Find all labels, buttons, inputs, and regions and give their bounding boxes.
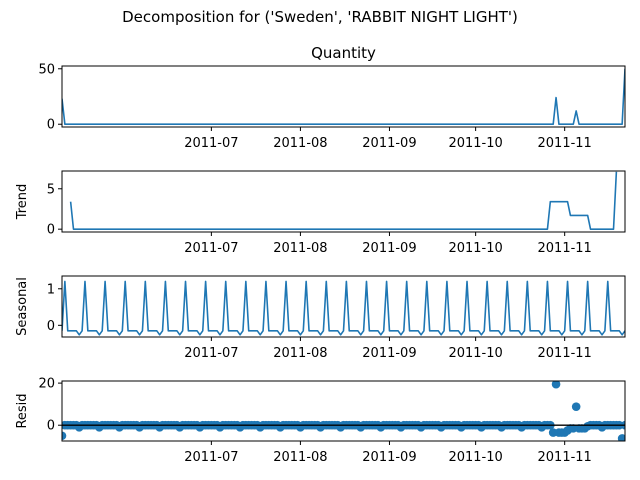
resid-xtick-label: 2011-09	[362, 450, 416, 465]
seasonal-ytick-label: 1	[47, 282, 55, 297]
seasonal-ylabel: Seasonal	[15, 277, 30, 336]
quantity-series-line	[62, 68, 625, 126]
quantity-panel: 0 50 2011-07 2011-08 2011-09 2011-10 2011-11 Qu…	[38, 44, 626, 151]
figure-suptitle: Decomposition for ('Sweden', 'RABBIT NIG…	[122, 8, 518, 26]
trend-ylabel: Trend	[15, 184, 30, 221]
resid-point	[617, 434, 625, 441]
seasonal-ytick-label: 0	[47, 319, 55, 334]
seasonal-panel: 0 1 2011-07 2011-08 2011-09 2011-10 2011-11 Sea…	[15, 275, 626, 361]
resid-panel: 0 20 2011-07 2011-08 2011-09 2011-10 2011-11 Re…	[15, 377, 626, 465]
quantity-ytick-label: 50	[38, 62, 55, 77]
seasonal-axes-frame	[61, 275, 626, 338]
resid-point	[62, 431, 67, 441]
trend-xtick-label: 2011-08	[273, 241, 327, 256]
quantity-ytick-label: 0	[47, 118, 55, 133]
trend-xtick-label: 2011-07	[184, 241, 238, 256]
quantity-xtick-label: 2011-10	[448, 136, 502, 151]
trend-ytick-label: 5	[47, 182, 55, 197]
trend-panel: 0 5 2011-07 2011-08 2011-09 2011-10 2011-11 Tre…	[15, 170, 626, 256]
quantity-xtick-label: 2011-07	[184, 136, 238, 151]
trend-xtick-label: 2011-11	[538, 241, 592, 256]
resid-point	[551, 381, 561, 389]
resid-data	[62, 381, 625, 441]
resid-point	[571, 402, 581, 411]
trend-axes-frame	[61, 170, 626, 233]
resid-ylabel: Resid	[15, 393, 30, 428]
seasonal-series-line	[62, 280, 625, 336]
resid-axes-frame	[61, 380, 626, 442]
trend-data	[69, 171, 618, 230]
seasonal-xtick-label: 2011-10	[448, 346, 502, 361]
quantity-xtick-label: 2011-11	[538, 136, 592, 151]
quantity-data	[62, 68, 625, 126]
resid-ytick-label: 0	[47, 419, 55, 434]
resid-ytick-label: 20	[38, 377, 55, 392]
resid-xtick-label: 2011-07	[184, 450, 238, 465]
resid-xtick-label: 2011-10	[448, 450, 502, 465]
trend-xtick-label: 2011-10	[448, 241, 502, 256]
resid-xtick-label: 2011-08	[273, 450, 327, 465]
seasonal-xtick-label: 2011-07	[184, 346, 238, 361]
quantity-xtick-label: 2011-08	[273, 136, 327, 151]
trend-xtick-label: 2011-09	[362, 241, 416, 256]
seasonal-xtick-label: 2011-11	[538, 346, 592, 361]
seasonal-xtick-label: 2011-08	[273, 346, 327, 361]
trend-ytick-label: 0	[47, 223, 55, 238]
quantity-axes-frame	[61, 65, 626, 128]
seasonal-xtick-label: 2011-09	[362, 346, 416, 361]
seasonal-data	[62, 280, 625, 336]
resid-xtick-label: 2011-11	[538, 450, 592, 465]
trend-series-line	[69, 171, 618, 230]
quantity-xtick-label: 2011-09	[362, 136, 416, 151]
quantity-title: Quantity	[311, 44, 376, 62]
